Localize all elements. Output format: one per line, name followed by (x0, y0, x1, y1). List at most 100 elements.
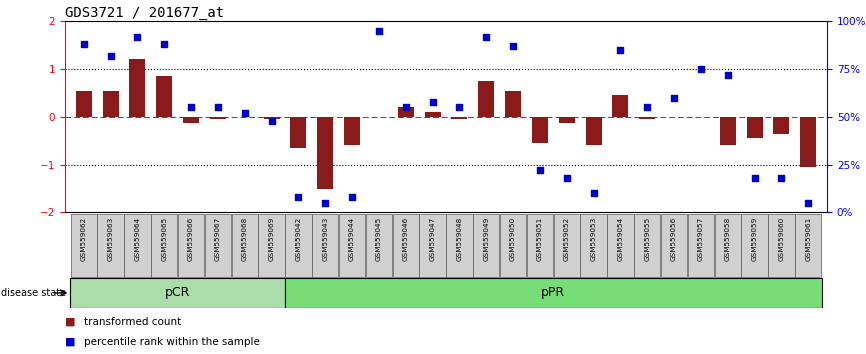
Text: GSM559055: GSM559055 (644, 217, 650, 261)
Text: pCR: pCR (165, 286, 191, 299)
Point (586, 190, 600, 196)
Bar (800, 117, 817, 167)
Bar (773, 117, 790, 133)
Text: ■: ■ (65, 317, 75, 327)
Bar (392, 214, 419, 277)
Bar (688, 214, 714, 277)
Point (667, 95, 681, 101)
Text: GSM559067: GSM559067 (215, 217, 221, 261)
Text: percentile rank within the sample: percentile rank within the sample (84, 337, 260, 347)
Bar (505, 91, 521, 117)
Text: GSM559045: GSM559045 (376, 217, 382, 261)
Bar (156, 76, 172, 117)
Bar (607, 214, 634, 277)
Text: GSM559043: GSM559043 (322, 217, 328, 261)
Bar (71, 214, 97, 277)
Bar (124, 214, 151, 277)
Text: GSM559066: GSM559066 (188, 217, 194, 261)
Text: GSM559059: GSM559059 (752, 217, 758, 261)
Point (801, 200, 815, 206)
Point (184, 104, 198, 110)
Bar (70, 278, 285, 308)
Bar (446, 214, 473, 277)
Point (211, 104, 225, 110)
Text: GSM559048: GSM559048 (456, 217, 462, 261)
Text: GSM559054: GSM559054 (617, 217, 624, 261)
Bar (263, 117, 280, 119)
Text: GSM559063: GSM559063 (107, 217, 113, 261)
Bar (714, 214, 741, 277)
Text: GSM559058: GSM559058 (725, 217, 731, 261)
Point (533, 167, 546, 173)
Text: GSM559064: GSM559064 (134, 217, 140, 261)
Point (131, 34, 145, 39)
Text: disease state: disease state (1, 288, 66, 298)
Bar (746, 117, 763, 138)
Bar (612, 95, 629, 117)
Point (319, 200, 333, 206)
Bar (129, 59, 145, 117)
Text: transformed count: transformed count (84, 317, 181, 327)
Bar (634, 214, 661, 277)
Bar (258, 214, 285, 277)
Bar (210, 117, 226, 119)
Text: GSM559057: GSM559057 (698, 217, 704, 261)
Text: GSM559046: GSM559046 (403, 217, 409, 261)
Text: GSM559069: GSM559069 (268, 217, 275, 261)
Text: GSM559060: GSM559060 (779, 217, 785, 261)
Bar (397, 107, 414, 117)
Bar (553, 214, 580, 277)
Bar (580, 214, 607, 277)
Bar (317, 117, 333, 188)
Point (694, 66, 708, 72)
Bar (102, 91, 119, 117)
Text: ■: ■ (65, 337, 75, 347)
Text: pPR: pPR (541, 286, 565, 299)
Bar (419, 214, 446, 277)
Bar (344, 117, 360, 145)
Point (238, 110, 252, 116)
Bar (720, 117, 736, 145)
Bar (290, 117, 307, 148)
Bar (585, 117, 602, 145)
Text: GSM559051: GSM559051 (537, 217, 543, 261)
Text: GSM559053: GSM559053 (591, 217, 597, 261)
Point (721, 72, 734, 78)
Bar (661, 214, 688, 277)
Bar (527, 214, 553, 277)
Point (613, 47, 627, 53)
Point (399, 104, 413, 110)
Bar (75, 91, 92, 117)
Bar (451, 117, 468, 119)
Text: GSM559062: GSM559062 (81, 217, 87, 261)
Bar (365, 214, 392, 277)
Bar (312, 214, 339, 277)
Bar (559, 117, 575, 122)
Bar (231, 214, 258, 277)
Bar (424, 112, 441, 117)
Bar (339, 214, 365, 277)
Bar (639, 117, 656, 119)
Point (292, 194, 306, 200)
Point (104, 53, 118, 58)
Text: GSM559052: GSM559052 (564, 217, 570, 261)
Bar (183, 117, 199, 122)
Point (426, 99, 440, 104)
Text: GSM559061: GSM559061 (805, 217, 811, 261)
Text: GDS3721 / 201677_at: GDS3721 / 201677_at (65, 6, 224, 20)
Point (346, 194, 359, 200)
Text: GSM559050: GSM559050 (510, 217, 516, 261)
Bar (473, 214, 500, 277)
Bar (151, 214, 178, 277)
Text: GSM559068: GSM559068 (242, 217, 248, 261)
Point (559, 175, 573, 181)
Point (747, 175, 761, 181)
Point (479, 34, 493, 39)
Point (372, 28, 386, 34)
Bar (500, 214, 527, 277)
Point (158, 41, 171, 47)
Bar (97, 214, 124, 277)
Bar (204, 214, 231, 277)
Text: GSM559044: GSM559044 (349, 217, 355, 261)
Bar (478, 81, 494, 117)
